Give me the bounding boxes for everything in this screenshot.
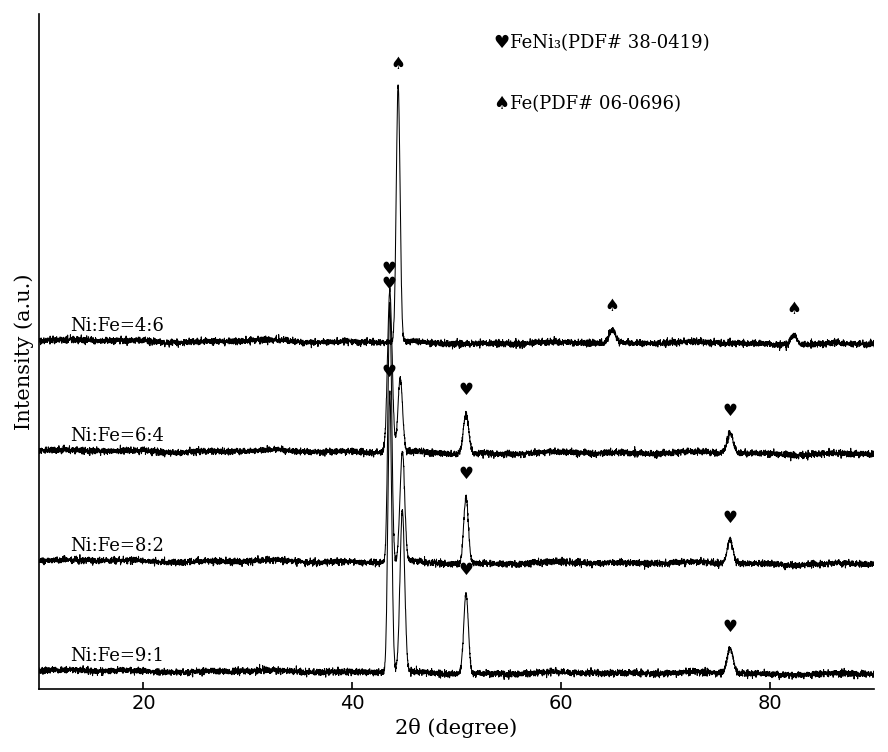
Text: ♥: ♥: [381, 274, 396, 293]
Text: Ni:Fe=8:2: Ni:Fe=8:2: [70, 537, 164, 555]
Text: ♠: ♠: [786, 299, 801, 317]
Text: ♥: ♥: [458, 561, 473, 579]
Text: ♥: ♥: [723, 618, 738, 636]
Text: ♥: ♥: [381, 260, 396, 278]
Text: ♠Fe(PDF# 06-0696): ♠Fe(PDF# 06-0696): [495, 95, 681, 113]
Text: ♠: ♠: [605, 296, 620, 314]
Text: ♠: ♠: [391, 55, 406, 72]
Text: ♥: ♥: [458, 465, 473, 484]
Text: Ni:Fe=6:4: Ni:Fe=6:4: [70, 427, 164, 444]
Text: ♥: ♥: [458, 381, 473, 399]
Text: ♥: ♥: [723, 509, 738, 527]
Y-axis label: Intensity (a.u.): Intensity (a.u.): [14, 273, 34, 429]
Text: ♥FeNi₃(PDF# 38-0419): ♥FeNi₃(PDF# 38-0419): [495, 34, 710, 52]
Text: Ni:Fe=9:1: Ni:Fe=9:1: [70, 647, 164, 665]
Text: ♥: ♥: [381, 362, 396, 381]
Text: Ni:Fe=4:6: Ni:Fe=4:6: [70, 317, 164, 335]
X-axis label: 2θ (degree): 2θ (degree): [395, 718, 518, 738]
Text: ♥: ♥: [723, 402, 738, 420]
